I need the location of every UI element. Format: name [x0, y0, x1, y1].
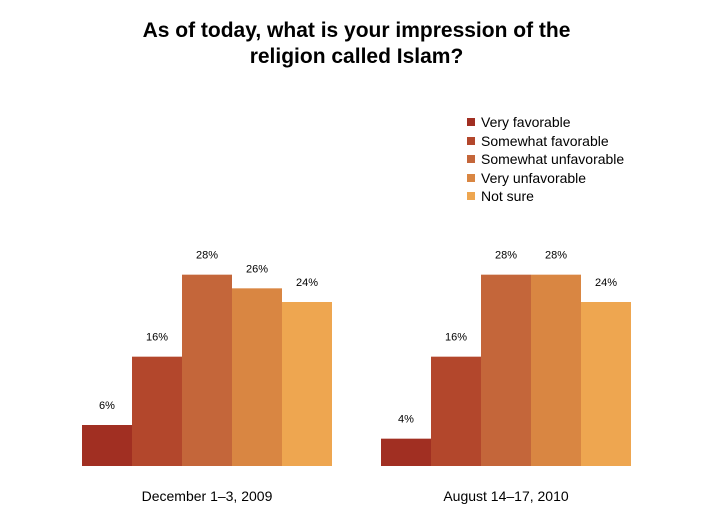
bar-2009-series-0 — [82, 425, 132, 466]
bar-2010-series-4 — [581, 302, 631, 466]
data-label: 26% — [246, 263, 268, 275]
legend-swatch — [467, 155, 475, 164]
legend: Very favorable Somewhat favorable Somewh… — [467, 113, 624, 206]
legend-label: Not sure — [481, 188, 534, 205]
legend-label: Somewhat favorable — [481, 132, 609, 149]
bar-2009-series-4 — [282, 302, 332, 466]
chart-title: As of today, what is your impression of … — [0, 18, 713, 70]
data-label: 16% — [445, 332, 467, 344]
data-label: 28% — [545, 250, 567, 262]
data-label: 28% — [495, 250, 517, 262]
legend-label: Very unfavorable — [481, 169, 587, 186]
data-label: 28% — [196, 250, 218, 262]
legend-swatch — [467, 192, 475, 201]
chart-title-line-1: As of today, what is your impression of … — [142, 19, 571, 42]
category-label-2010: August 14–17, 2010 — [443, 488, 569, 504]
data-label: 6% — [99, 400, 115, 412]
legend-swatch — [467, 118, 475, 127]
bar-2009-series-1 — [132, 356, 182, 466]
legend-item-very-favorable: Very favorable — [467, 113, 624, 132]
bar-2009-series-3 — [232, 288, 282, 466]
legend-swatch — [467, 173, 475, 182]
legend-swatch — [467, 136, 475, 145]
data-label: 24% — [595, 277, 617, 289]
bar-2010-series-0 — [381, 438, 431, 466]
data-label: 16% — [146, 332, 168, 344]
bar-2010-series-3 — [531, 274, 581, 466]
legend-item-not-sure: Not sure — [467, 187, 624, 206]
bar-2009-series-2 — [182, 274, 232, 466]
legend-item-somewhat-favorable: Somewhat favorable — [467, 132, 624, 151]
data-label: 4% — [398, 414, 414, 426]
bar-2010-series-1 — [431, 356, 481, 466]
category-label-2009: December 1–3, 2009 — [141, 488, 273, 504]
data-label: 24% — [296, 277, 318, 289]
legend-item-very-unfavorable: Very unfavorable — [467, 169, 624, 188]
legend-label: Somewhat unfavorable — [481, 151, 625, 168]
legend-label: Very favorable — [481, 114, 571, 131]
legend-item-somewhat-unfavorable: Somewhat unfavorable — [467, 150, 624, 169]
chart-title-line-2: religion called Islam? — [249, 45, 464, 68]
bar-2010-series-2 — [481, 274, 531, 466]
